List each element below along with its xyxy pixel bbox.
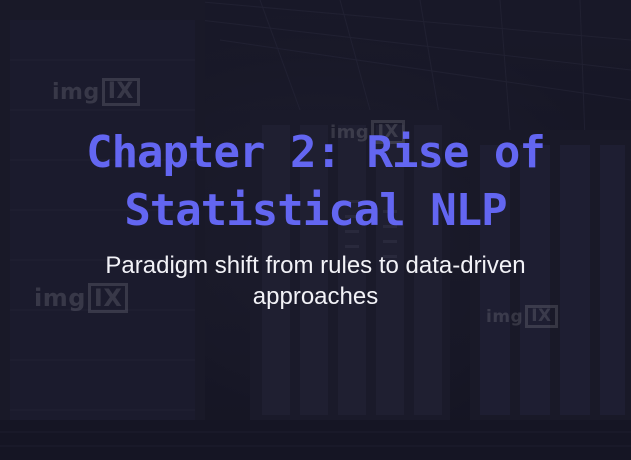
slide-title: Chapter 2: Rise of Statistical NLP — [86, 127, 546, 236]
watermark-text: img — [330, 121, 370, 143]
imgix-watermark: img IX — [486, 305, 558, 328]
slide-subtitle: Paradigm shift from rules to data-driven… — [105, 252, 526, 310]
imgix-watermark: img IX — [52, 78, 140, 106]
watermark-boxed-text: IX — [525, 305, 558, 328]
watermark-boxed-text: IX — [371, 120, 405, 144]
watermark-text: img — [52, 79, 100, 105]
imgix-watermark: img IX — [34, 283, 129, 313]
watermark-text: img — [34, 284, 86, 312]
watermark-boxed-text: IX — [87, 283, 129, 313]
imgix-watermark: img IX — [330, 120, 405, 144]
watermark-text: img — [486, 306, 524, 327]
watermark-boxed-text: IX — [101, 78, 140, 106]
